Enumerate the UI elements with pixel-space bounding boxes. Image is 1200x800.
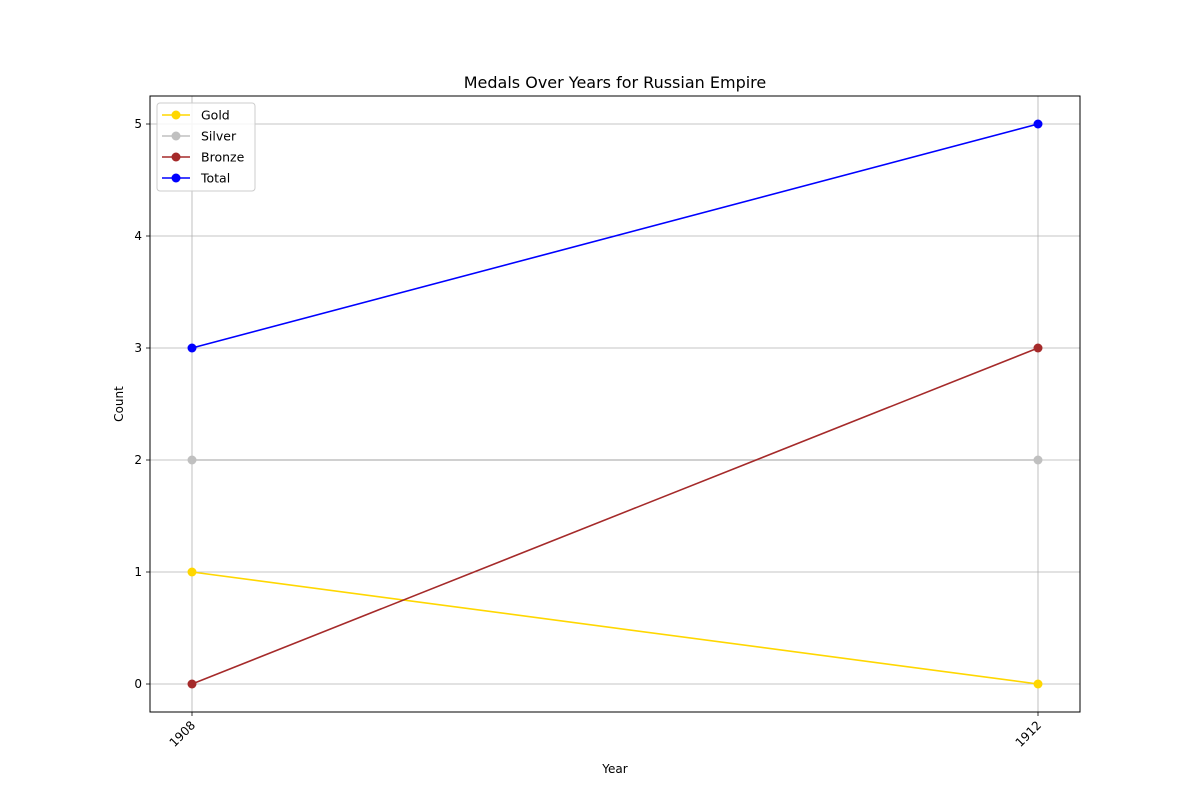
y-tick-label: 2: [134, 453, 142, 467]
series-line-total: [191, 123, 1039, 349]
legend-label-gold: Gold: [201, 108, 230, 123]
data-point-gold: [1033, 679, 1043, 689]
plot-frame: [149, 95, 1081, 713]
series-line-bronze: [191, 347, 1039, 685]
y-tick-label: 4: [134, 229, 142, 243]
legend-marker-bronze: [171, 152, 181, 162]
series-line-gold: [191, 571, 1039, 685]
legend-marker-silver: [171, 131, 181, 141]
data-point-silver: [1033, 455, 1043, 465]
legend: Gold Silver Bronze Total: [156, 102, 256, 192]
legend-label-silver: Silver: [201, 129, 237, 144]
data-point-total: [187, 343, 197, 353]
data-point-gold: [187, 567, 197, 577]
y-tick-label: 3: [134, 341, 142, 355]
legend-marker-gold: [171, 110, 181, 120]
data-point-silver: [187, 455, 197, 465]
y-axis-label: Count: [112, 386, 126, 422]
chart-title: Medals Over Years for Russian Empire: [464, 73, 766, 92]
y-tick-label: 5: [134, 117, 142, 131]
y-tick-label: 0: [134, 677, 142, 691]
legend-label-total: Total: [200, 171, 230, 186]
x-axis-label: Year: [601, 762, 627, 776]
legend-box: [156, 102, 256, 192]
y-tick-label: 1: [134, 565, 142, 579]
legend-label-bronze: Bronze: [201, 150, 245, 165]
data-point-bronze: [1033, 343, 1043, 353]
data-point-total: [1033, 119, 1043, 129]
data-point-bronze: [187, 679, 197, 689]
series-lines: [187, 119, 1043, 689]
legend-marker-total: [171, 173, 181, 183]
